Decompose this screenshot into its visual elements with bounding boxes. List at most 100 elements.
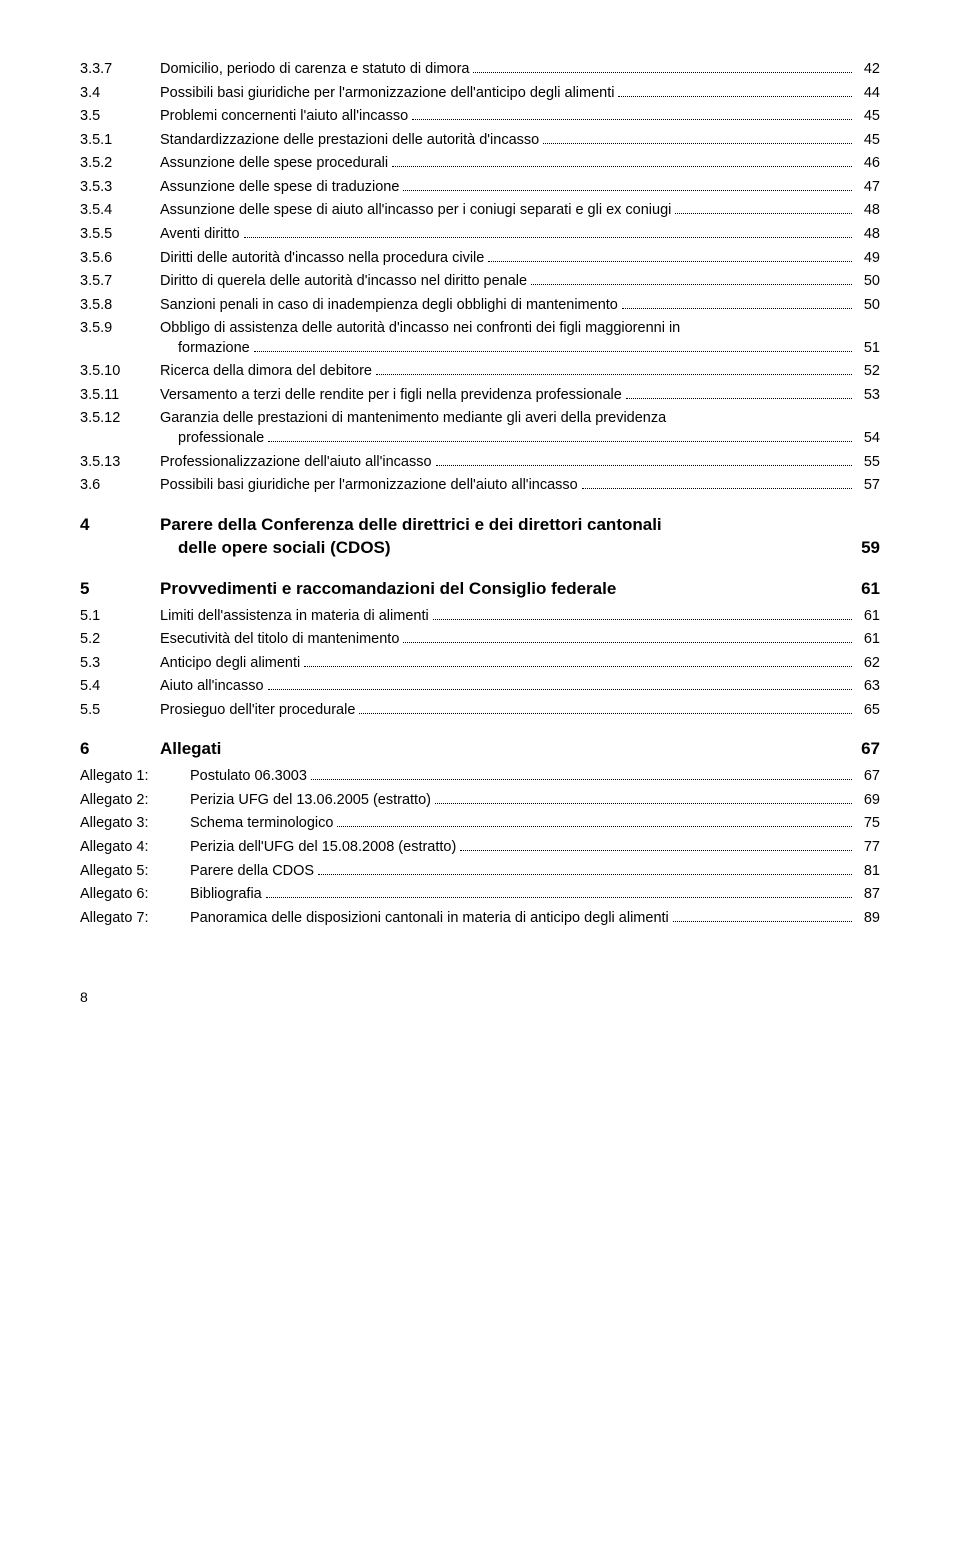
toc-label: Schema terminologico	[190, 814, 333, 834]
toc-row: 5.2Esecutività del titolo di manteniment…	[80, 630, 880, 650]
toc-number: 6	[80, 738, 160, 761]
toc-page: 42	[856, 60, 880, 80]
toc-label: delle opere sociali (CDOS)	[178, 537, 391, 560]
toc-page: 54	[856, 429, 880, 449]
toc-label: Problemi concernenti l'aiuto all'incasso	[160, 107, 408, 127]
toc-page: 47	[856, 178, 880, 198]
toc-page: 49	[856, 249, 880, 269]
toc-number: 3.5.1	[80, 131, 160, 151]
toc-label: Parere della CDOS	[190, 862, 314, 882]
toc-page: 45	[856, 107, 880, 127]
toc-label: Perizia dell'UFG del 15.08.2008 (estratt…	[190, 838, 456, 858]
toc-label: Garanzia delle prestazioni di mantenimen…	[160, 409, 666, 429]
toc-label: Parere della Conferenza delle direttrici…	[160, 514, 662, 537]
toc-number: 5.3	[80, 654, 160, 674]
toc-page: 77	[856, 838, 880, 858]
toc-row: 3.5.13Professionalizzazione dell'aiuto a…	[80, 453, 880, 473]
toc-number: Allegato 7:	[80, 909, 190, 929]
toc-page: 61	[856, 578, 880, 601]
toc-label: Allegati	[160, 738, 221, 761]
toc-label: Aventi diritto	[160, 225, 240, 245]
toc-number: 4	[80, 514, 160, 537]
table-of-contents: 3.3.7Domicilio, periodo di carenza e sta…	[80, 60, 880, 928]
toc-row: Allegato 5:Parere della CDOS81	[80, 862, 880, 882]
toc-number: 3.6	[80, 476, 160, 496]
toc-number: 3.3.7	[80, 60, 160, 80]
toc-label: Diritto di querela delle autorità d'inca…	[160, 272, 527, 292]
toc-row: 3.5.10Ricerca della dimora del debitore 5…	[80, 362, 880, 382]
toc-page: 87	[856, 885, 880, 905]
toc-label: Provvedimenti e raccomandazioni del Cons…	[160, 578, 616, 601]
toc-row: 3.5.4Assunzione delle spese di aiuto all…	[80, 201, 880, 221]
toc-page: 61	[856, 607, 880, 627]
toc-page: 67	[856, 767, 880, 787]
toc-page: 89	[856, 909, 880, 929]
toc-label: formazione	[178, 339, 250, 359]
toc-row: 3.5.5Aventi diritto48	[80, 225, 880, 245]
toc-page: 45	[856, 131, 880, 151]
toc-page: 67	[856, 738, 880, 761]
toc-page: 59	[856, 537, 880, 560]
toc-page: 52	[856, 362, 880, 382]
toc-label: Anticipo degli alimenti	[160, 654, 300, 674]
toc-number: 3.5.3	[80, 178, 160, 198]
toc-row: 3.5.3Assunzione delle spese di traduzion…	[80, 178, 880, 198]
toc-row: 3.5.11Versamento a terzi delle rendite p…	[80, 386, 880, 406]
toc-number: Allegato 2:	[80, 791, 190, 811]
toc-row: 5.4Aiuto all'incasso63	[80, 677, 880, 697]
toc-label: Diritti delle autorità d'incasso nella p…	[160, 249, 484, 269]
toc-row: 5.1Limiti dell'assistenza in materia di …	[80, 607, 880, 627]
toc-label: Postulato 06.3003	[190, 767, 307, 787]
toc-label: Perizia UFG del 13.06.2005 (estratto)	[190, 791, 431, 811]
toc-number: 3.5.11	[80, 386, 160, 406]
toc-number: Allegato 4:	[80, 838, 190, 858]
toc-label: Ricerca della dimora del debitore	[160, 362, 372, 382]
toc-number: 3.5.13	[80, 453, 160, 473]
toc-page: 44	[856, 84, 880, 104]
toc-number: 3.5.7	[80, 272, 160, 292]
toc-row: Allegato 6:Bibliografia87	[80, 885, 880, 905]
toc-number: Allegato 3:	[80, 814, 190, 834]
toc-number: 3.5.12	[80, 409, 160, 429]
toc-number: 3.5.4	[80, 201, 160, 221]
toc-number: 5.2	[80, 630, 160, 650]
toc-page: 50	[856, 272, 880, 292]
toc-row: 5Provvedimenti e raccomandazioni del Con…	[80, 578, 880, 601]
toc-row: 3.5.6Diritti delle autorità d'incasso ne…	[80, 249, 880, 269]
toc-page: 51	[856, 339, 880, 359]
toc-row: Allegato 7:Panoramica delle disposizioni…	[80, 909, 880, 929]
toc-row: 3.5.8Sanzioni penali in caso di inadempi…	[80, 296, 880, 316]
toc-page: 75	[856, 814, 880, 834]
toc-label: Aiuto all'incasso	[160, 677, 264, 697]
toc-label: Panoramica delle disposizioni cantonali …	[190, 909, 669, 929]
page-number: 8	[80, 988, 880, 1007]
toc-number: 3.5.9	[80, 319, 160, 339]
toc-number: 3.5.8	[80, 296, 160, 316]
toc-row: 5.3Anticipo degli alimenti 62	[80, 654, 880, 674]
toc-label: Possibili basi giuridiche per l'armonizz…	[160, 476, 578, 496]
toc-row: Allegato 1:Postulato 06.300367	[80, 767, 880, 787]
toc-number: 3.5.10	[80, 362, 160, 382]
toc-page: 62	[856, 654, 880, 674]
toc-number: 3.5	[80, 107, 160, 127]
toc-number: 5	[80, 578, 160, 601]
toc-label: Standardizzazione delle prestazioni dell…	[160, 131, 539, 151]
toc-row: 5.5Prosieguo dell'iter procedurale65	[80, 701, 880, 721]
toc-row: 3.3.7Domicilio, periodo di carenza e sta…	[80, 60, 880, 80]
toc-page: 55	[856, 453, 880, 473]
toc-row: 6Allegati 67	[80, 738, 880, 761]
toc-row: Allegato 3:Schema terminologico 75	[80, 814, 880, 834]
toc-row: 3.5.2Assunzione delle spese procedurali4…	[80, 154, 880, 174]
toc-row: 3.6Possibili basi giuridiche per l'armon…	[80, 476, 880, 496]
toc-row: 3.5Problemi concernenti l'aiuto all'inca…	[80, 107, 880, 127]
toc-label: Assunzione delle spese di aiuto all'inca…	[160, 201, 671, 221]
toc-row: 4Parere della Conferenza delle direttric…	[80, 514, 880, 560]
toc-page: 81	[856, 862, 880, 882]
toc-row: 3.5.12Garanzia delle prestazioni di mant…	[80, 409, 880, 448]
toc-page: 46	[856, 154, 880, 174]
toc-page: 48	[856, 201, 880, 221]
toc-label: Esecutività del titolo di mantenimento	[160, 630, 399, 650]
toc-number: 3.4	[80, 84, 160, 104]
toc-row: 3.5.7Diritto di querela delle autorità d…	[80, 272, 880, 292]
toc-label: Assunzione delle spese procedurali	[160, 154, 388, 174]
